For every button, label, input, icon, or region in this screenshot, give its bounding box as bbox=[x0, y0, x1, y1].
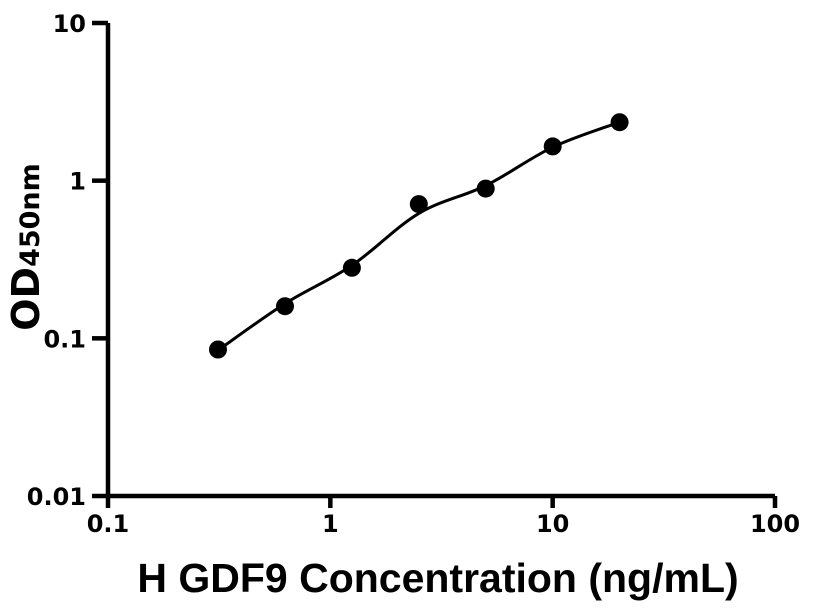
y-tick-label: 10 bbox=[53, 10, 86, 38]
y-axis-title-subscript: 450nm bbox=[15, 163, 46, 267]
y-axis-title-main: OD bbox=[4, 266, 48, 331]
x-tick-label: 0.1 bbox=[87, 510, 130, 538]
data-point bbox=[209, 340, 227, 359]
data-point bbox=[409, 195, 428, 214]
data-point bbox=[476, 179, 495, 198]
x-tick-label: 100 bbox=[750, 510, 800, 538]
data-point bbox=[342, 258, 361, 277]
x-tick-label: 10 bbox=[536, 510, 569, 538]
data-point bbox=[610, 113, 629, 132]
fit-curve bbox=[217, 120, 621, 352]
y-axis-title: OD450nm bbox=[4, 163, 48, 331]
y-tick-label: 1 bbox=[69, 168, 86, 196]
data-point bbox=[276, 297, 294, 316]
x-axis-title: H GDF9 Concentration (ng/mL) bbox=[137, 555, 739, 601]
y-tick-label: 0.1 bbox=[43, 325, 86, 353]
data-point bbox=[543, 137, 562, 156]
y-tick-label: 0.01 bbox=[27, 483, 86, 511]
x-tick-label: 1 bbox=[322, 510, 339, 538]
axis-spine bbox=[105, 23, 775, 499]
